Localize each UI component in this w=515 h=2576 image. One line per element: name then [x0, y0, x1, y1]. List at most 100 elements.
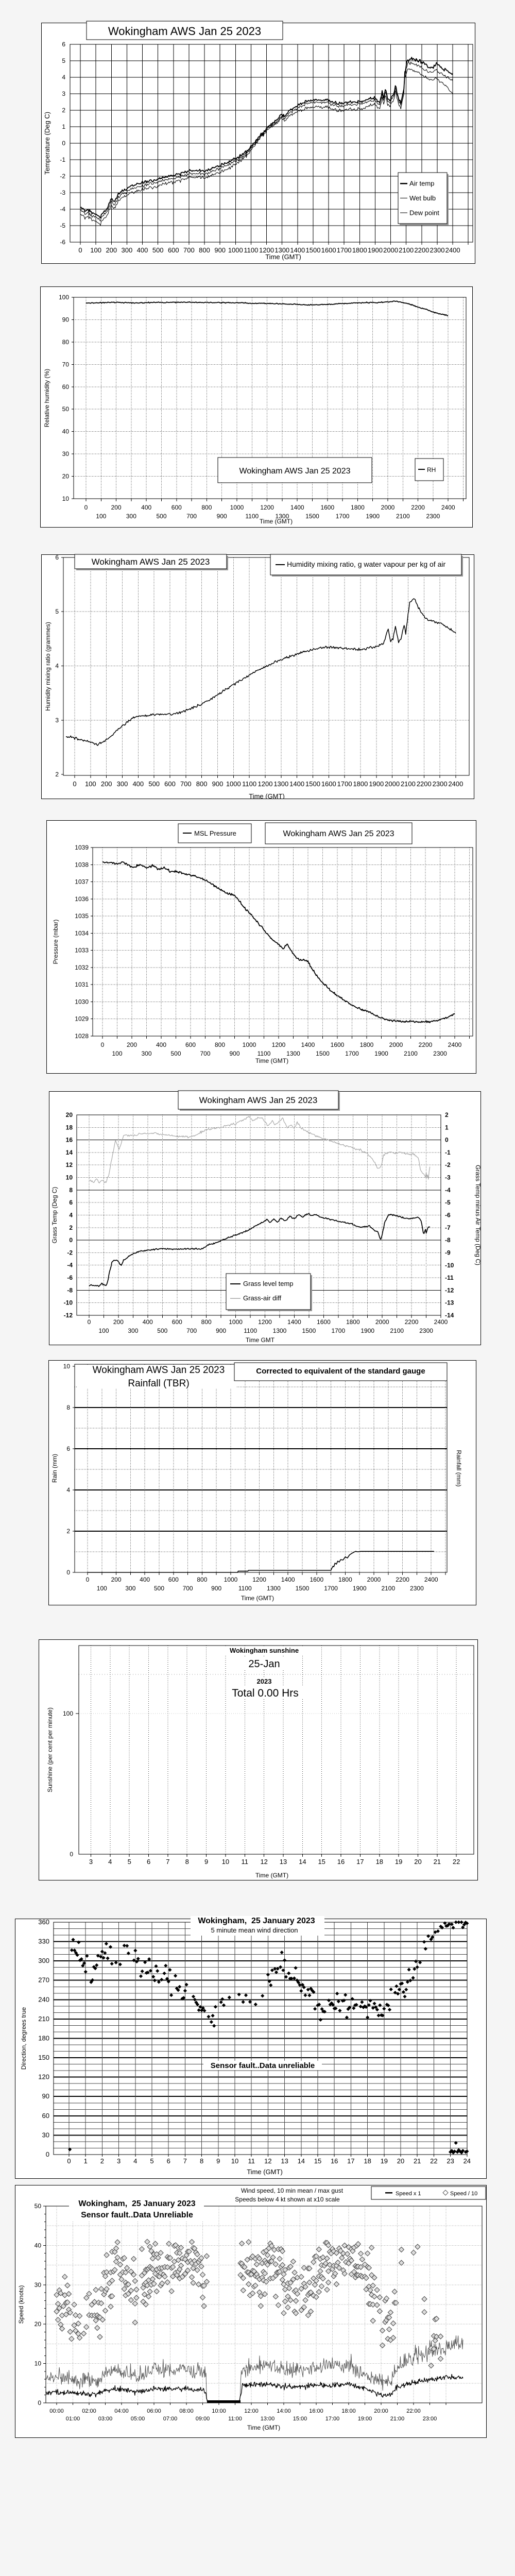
- svg-text:1800: 1800: [346, 1318, 360, 1326]
- svg-text:2400: 2400: [434, 1318, 448, 1326]
- svg-text:200: 200: [106, 246, 117, 254]
- svg-text:16:00: 16:00: [309, 2408, 323, 2414]
- svg-text:-4: -4: [60, 206, 65, 213]
- svg-text:0: 0: [445, 1137, 449, 1144]
- svg-text:300: 300: [128, 1327, 138, 1334]
- svg-text:2100: 2100: [390, 1327, 404, 1334]
- svg-text:2400: 2400: [445, 246, 460, 254]
- svg-text:200: 200: [111, 1576, 122, 1583]
- svg-text:11: 11: [248, 2157, 255, 2165]
- svg-text:4: 4: [62, 74, 65, 81]
- svg-text:1300: 1300: [267, 1585, 281, 1592]
- svg-text:2300: 2300: [419, 1327, 433, 1334]
- svg-text:1600: 1600: [317, 1318, 331, 1326]
- svg-text:-14: -14: [445, 1312, 454, 1319]
- svg-text:800: 800: [215, 1041, 225, 1048]
- svg-text:25-Jan: 25-Jan: [248, 1658, 280, 1670]
- svg-text:16: 16: [66, 1137, 73, 1144]
- svg-text:Wokingham AWS Jan 25 2023: Wokingham AWS Jan 25 2023: [239, 467, 350, 476]
- svg-text:Wokingham AWS Jan 25 2023: Wokingham AWS Jan 25 2023: [199, 1095, 318, 1105]
- svg-text:500: 500: [157, 1327, 167, 1334]
- svg-text:1800: 1800: [338, 1576, 352, 1583]
- svg-text:700: 700: [180, 780, 192, 788]
- svg-text:Time (GMT): Time (GMT): [255, 1057, 288, 1064]
- svg-text:2300: 2300: [426, 513, 440, 520]
- svg-text:180: 180: [38, 2035, 49, 2042]
- svg-text:2200: 2200: [405, 1318, 419, 1326]
- svg-text:2200: 2200: [417, 780, 432, 788]
- svg-text:Rain (mm): Rain (mm): [51, 1454, 58, 1483]
- svg-text:21:00: 21:00: [390, 2416, 405, 2422]
- svg-text:0: 0: [67, 2157, 71, 2165]
- svg-text:12: 12: [264, 2157, 271, 2165]
- svg-text:2100: 2100: [404, 1050, 418, 1057]
- svg-text:1000: 1000: [228, 246, 243, 254]
- svg-text:900: 900: [211, 1585, 221, 1592]
- svg-text:80: 80: [62, 338, 70, 346]
- svg-text:12: 12: [260, 1858, 267, 1866]
- svg-text:360: 360: [38, 1918, 49, 1926]
- svg-text:04:00: 04:00: [114, 2408, 129, 2414]
- svg-text:9: 9: [204, 1858, 208, 1866]
- svg-text:3: 3: [89, 1858, 93, 1866]
- svg-text:1300: 1300: [276, 513, 289, 520]
- svg-text:400: 400: [143, 1318, 153, 1326]
- svg-text:1800: 1800: [351, 504, 365, 511]
- svg-text:60: 60: [62, 383, 70, 391]
- svg-text:2300: 2300: [410, 1585, 424, 1592]
- svg-text:900: 900: [217, 513, 227, 520]
- svg-text:-1: -1: [445, 1149, 451, 1156]
- svg-text:700: 700: [186, 1327, 197, 1334]
- svg-text:0: 0: [69, 1236, 73, 1244]
- svg-text:0: 0: [88, 1318, 91, 1326]
- svg-text:2: 2: [62, 107, 65, 114]
- svg-text:Wokingham AWS Jan 25 2023: Wokingham AWS Jan 25 2023: [92, 557, 210, 567]
- svg-text:-9: -9: [445, 1249, 451, 1256]
- svg-text:800: 800: [199, 246, 210, 254]
- svg-text:330: 330: [38, 1938, 49, 1945]
- svg-text:1300: 1300: [274, 246, 289, 254]
- svg-text:-6: -6: [60, 239, 65, 246]
- svg-text:1100: 1100: [238, 1585, 252, 1592]
- svg-text:Grass Temp (Deg C): Grass Temp (Deg C): [51, 1187, 58, 1244]
- svg-text:2000: 2000: [389, 1041, 403, 1048]
- svg-text:300: 300: [117, 780, 128, 788]
- svg-text:50: 50: [62, 405, 70, 413]
- svg-text:11:00: 11:00: [228, 2416, 242, 2422]
- svg-text:6: 6: [55, 554, 59, 561]
- svg-text:1400: 1400: [289, 780, 304, 788]
- svg-text:-3: -3: [60, 189, 65, 196]
- svg-text:1500: 1500: [305, 780, 320, 788]
- svg-text:1400: 1400: [287, 1318, 301, 1326]
- svg-text:-5: -5: [60, 222, 65, 229]
- svg-text:100: 100: [98, 1327, 109, 1334]
- svg-text:1900: 1900: [368, 246, 383, 254]
- svg-text:4: 4: [55, 663, 59, 670]
- svg-text:Wokingham AWS Jan 25 2023: Wokingham AWS Jan 25 2023: [93, 1365, 225, 1376]
- svg-text:3: 3: [55, 717, 59, 724]
- svg-text:2: 2: [66, 1528, 70, 1535]
- svg-text:600: 600: [168, 246, 179, 254]
- svg-text:0: 0: [38, 2399, 41, 2406]
- svg-text:14: 14: [299, 1858, 306, 1866]
- svg-text:Direction, degrees true: Direction, degrees true: [20, 2007, 27, 2070]
- svg-text:4: 4: [66, 1486, 70, 1494]
- svg-text:Rainfall (TBR): Rainfall (TBR): [128, 1378, 189, 1389]
- svg-text:1000: 1000: [243, 1041, 256, 1048]
- svg-text:Grass Temp minus Air Temp (Deg: Grass Temp minus Air Temp (Deg C): [474, 1165, 481, 1265]
- svg-text:900: 900: [212, 780, 224, 788]
- svg-text:Sensor fault..Data Unreliable: Sensor fault..Data Unreliable: [81, 2211, 193, 2219]
- svg-text:500: 500: [152, 246, 164, 254]
- svg-text:240: 240: [38, 1995, 49, 2003]
- svg-text:1400: 1400: [301, 1041, 315, 1048]
- svg-text:0: 0: [86, 1576, 90, 1583]
- svg-text:2300: 2300: [433, 780, 448, 788]
- svg-text:1200: 1200: [259, 246, 274, 254]
- svg-text:2023: 2023: [257, 1677, 272, 1685]
- svg-text:Speed x 1: Speed x 1: [396, 2191, 421, 2197]
- svg-text:200: 200: [101, 780, 112, 788]
- svg-text:1000: 1000: [229, 1318, 243, 1326]
- svg-text:800: 800: [201, 504, 212, 511]
- svg-text:1400: 1400: [290, 246, 305, 254]
- svg-text:Time (GMT): Time (GMT): [241, 1595, 274, 1602]
